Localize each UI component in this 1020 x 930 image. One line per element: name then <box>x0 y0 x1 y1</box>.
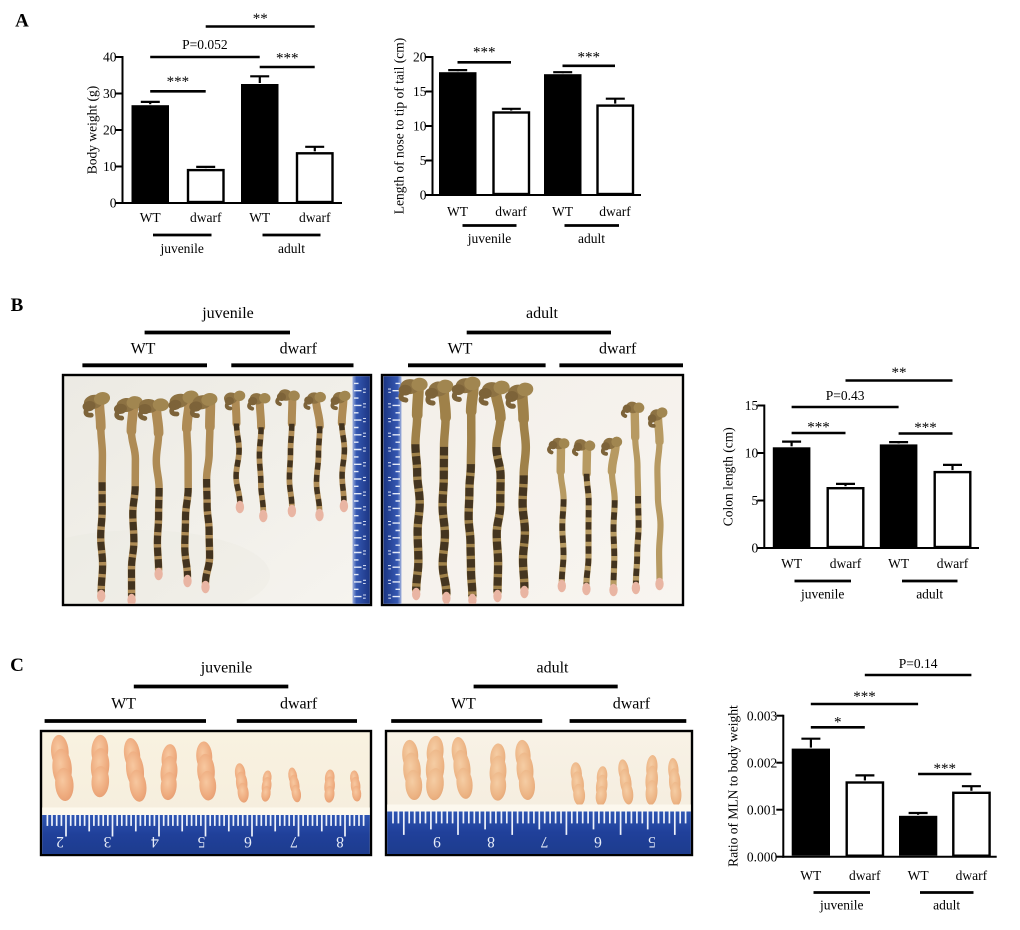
svg-text:5: 5 <box>752 493 759 508</box>
svg-text:juvenile: juvenile <box>159 241 204 256</box>
svg-text:10: 10 <box>413 119 427 134</box>
svg-text:adult: adult <box>916 587 943 602</box>
svg-text:adult: adult <box>578 231 605 246</box>
svg-text:7: 7 <box>540 833 548 850</box>
svg-text:20: 20 <box>413 50 427 65</box>
svg-text:Length of nose to tip of tail: Length of nose to tip of tail (cm) <box>392 38 407 215</box>
svg-text:0: 0 <box>752 541 759 556</box>
svg-text:0.001: 0.001 <box>747 802 777 817</box>
svg-text:dwarf: dwarf <box>849 868 881 883</box>
svg-text:adult: adult <box>537 660 570 677</box>
svg-text:B: B <box>11 295 24 316</box>
svg-text:0.002: 0.002 <box>747 755 777 770</box>
svg-text:juvenile: juvenile <box>467 231 512 246</box>
svg-text:WT: WT <box>781 556 803 571</box>
svg-text:15: 15 <box>745 398 759 413</box>
svg-text:30: 30 <box>103 86 117 101</box>
svg-text:dwarf: dwarf <box>830 556 862 571</box>
svg-text:0.000: 0.000 <box>747 849 778 864</box>
svg-text:5: 5 <box>420 153 427 168</box>
svg-text:WT: WT <box>800 868 822 883</box>
svg-text:P=0.14: P=0.14 <box>899 656 938 671</box>
svg-text:P=0.43: P=0.43 <box>826 388 865 403</box>
svg-text:Ratio of MLN to body weight: Ratio of MLN to body weight <box>726 705 741 867</box>
svg-text:10: 10 <box>103 159 117 174</box>
svg-text:20: 20 <box>103 123 117 138</box>
svg-text:dwarf: dwarf <box>495 204 527 219</box>
svg-text:**: ** <box>892 365 907 381</box>
svg-text:adult: adult <box>933 898 960 913</box>
svg-text:dwarf: dwarf <box>190 210 222 225</box>
svg-text:adult: adult <box>278 241 305 256</box>
svg-text:dwarf: dwarf <box>937 556 969 571</box>
svg-text:WT: WT <box>888 556 910 571</box>
svg-text:Body weight (g): Body weight (g) <box>85 86 100 175</box>
svg-text:dwarf: dwarf <box>956 868 988 883</box>
svg-text:10: 10 <box>745 446 759 461</box>
svg-text:0.003: 0.003 <box>747 708 778 723</box>
svg-text:***: *** <box>853 689 876 705</box>
svg-text:WT: WT <box>552 204 574 219</box>
svg-text:A: A <box>15 11 29 32</box>
svg-text:***: *** <box>934 761 957 777</box>
svg-text:3: 3 <box>103 833 111 850</box>
svg-text:9: 9 <box>433 833 441 850</box>
svg-text:8: 8 <box>487 833 495 850</box>
svg-text:WT: WT <box>111 696 136 713</box>
svg-text:***: *** <box>473 45 496 61</box>
svg-text:juvenile: juvenile <box>200 660 253 677</box>
svg-text:juvenile: juvenile <box>201 305 254 322</box>
svg-text:juvenile: juvenile <box>800 587 845 602</box>
svg-text:Colon length (cm): Colon length (cm) <box>721 427 736 526</box>
svg-text:***: *** <box>807 420 830 436</box>
svg-text:WT: WT <box>140 210 162 225</box>
svg-text:dwarf: dwarf <box>599 341 637 358</box>
svg-text:dwarf: dwarf <box>299 210 331 225</box>
svg-text:WT: WT <box>131 341 156 358</box>
svg-text:dwarf: dwarf <box>280 341 318 358</box>
svg-text:C: C <box>10 655 24 676</box>
svg-text:5: 5 <box>197 833 205 850</box>
svg-text:15: 15 <box>413 84 427 99</box>
svg-text:***: *** <box>578 50 601 66</box>
svg-text:dwarf: dwarf <box>280 696 318 713</box>
svg-text:5: 5 <box>648 833 656 850</box>
svg-text:7: 7 <box>290 833 298 850</box>
svg-text:4: 4 <box>151 833 159 850</box>
svg-text:WT: WT <box>249 210 271 225</box>
svg-text:8: 8 <box>336 833 344 850</box>
svg-text:6: 6 <box>594 833 602 850</box>
svg-text:WT: WT <box>448 341 473 358</box>
svg-text:***: *** <box>167 74 190 90</box>
svg-text:**: ** <box>253 11 268 27</box>
svg-text:dwarf: dwarf <box>599 204 631 219</box>
svg-text:0: 0 <box>110 196 117 211</box>
svg-text:40: 40 <box>103 50 117 65</box>
svg-text:6: 6 <box>244 833 252 850</box>
svg-text:***: *** <box>914 420 937 436</box>
svg-text:dwarf: dwarf <box>613 696 651 713</box>
svg-text:juvenile: juvenile <box>819 898 864 913</box>
svg-text:WT: WT <box>451 696 476 713</box>
svg-text:***: *** <box>276 51 299 67</box>
svg-text:0: 0 <box>420 188 427 203</box>
svg-text:WT: WT <box>908 868 930 883</box>
svg-text:adult: adult <box>526 305 559 322</box>
svg-text:*: * <box>834 715 842 731</box>
svg-text:2: 2 <box>56 833 64 850</box>
svg-text:WT: WT <box>447 204 469 219</box>
svg-text:P=0.052: P=0.052 <box>182 37 228 52</box>
